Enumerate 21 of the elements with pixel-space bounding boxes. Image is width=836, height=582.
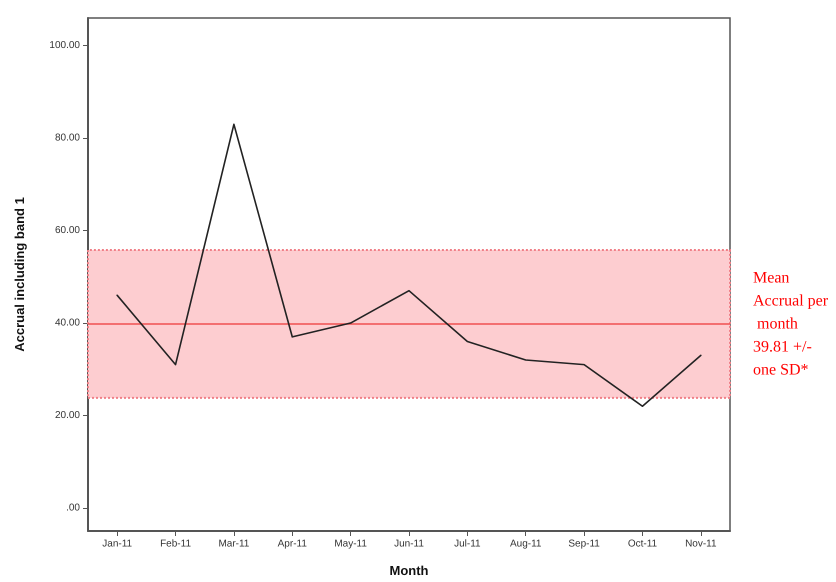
x-tick-label: Oct-11 xyxy=(628,538,658,550)
x-tick-label: Jul-11 xyxy=(454,538,482,550)
x-tick-label: Mar-11 xyxy=(218,538,250,550)
line-series xyxy=(116,123,702,408)
y-tick-label: 100.00 xyxy=(49,40,80,52)
x-tick-label: Feb-11 xyxy=(160,538,192,550)
y-axis-title: Accrual including band 1 xyxy=(12,197,27,352)
x-tick-label: Apr-11 xyxy=(278,538,308,550)
y-tick-label: 60.00 xyxy=(54,225,80,236)
band-label: Mean Accrual per month 39.81 +/- one SD* xyxy=(753,269,829,378)
y-tick-label: 80.00 xyxy=(54,132,80,144)
x-tick-label: Jan-11 xyxy=(102,538,133,550)
x-tick-label: Aug-11 xyxy=(510,538,542,550)
y-tick-label: 40.00 xyxy=(54,318,80,329)
x-tick-label: Sep-11 xyxy=(568,538,600,550)
x-tick-label: Nov-11 xyxy=(685,538,717,550)
x-axis-title: Month xyxy=(390,563,429,578)
x-tick-label: May-11 xyxy=(334,538,368,550)
x-tick-label: Jun-11 xyxy=(394,538,424,550)
y-tick-label: .00 xyxy=(66,502,80,514)
y-tick-label: 20.00 xyxy=(54,410,80,421)
